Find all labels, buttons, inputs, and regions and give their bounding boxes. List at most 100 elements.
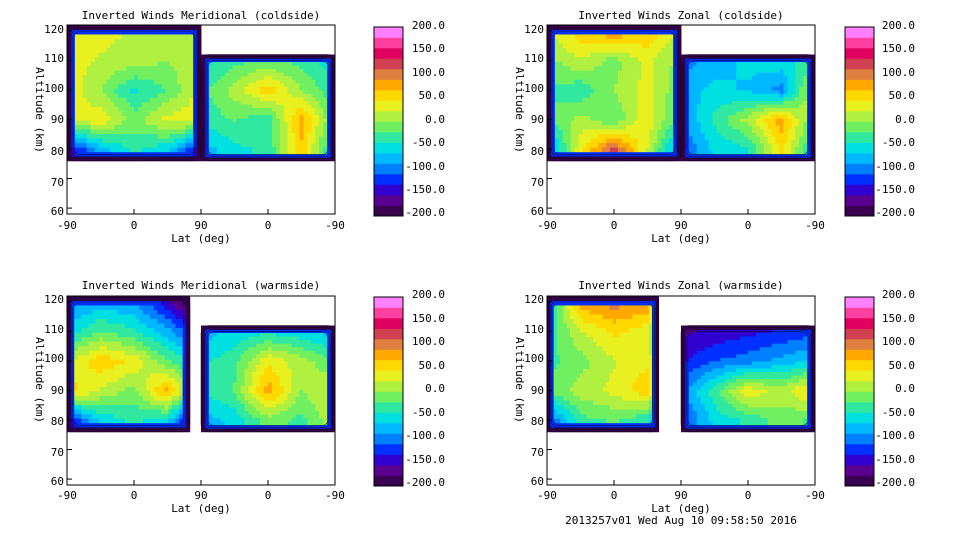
contour-cell <box>602 79 607 85</box>
contour-cell <box>157 391 162 397</box>
contour-cell <box>149 34 155 39</box>
contour-cell <box>759 139 765 144</box>
contour-cell <box>102 83 107 89</box>
contour-cell <box>86 92 92 98</box>
contour-cell <box>649 124 654 130</box>
contour-cell <box>208 68 214 73</box>
contour-cell <box>614 74 619 80</box>
contour-cell <box>77 350 82 356</box>
contour-cell <box>295 107 300 112</box>
contour-cell <box>232 58 237 63</box>
contour-cell <box>212 111 218 116</box>
contour-cell <box>92 372 97 378</box>
contour-cell <box>307 107 312 112</box>
contour-cell <box>771 97 776 101</box>
contour-cell <box>177 70 182 76</box>
contour-cell <box>141 29 147 35</box>
contour-cell <box>574 38 579 44</box>
contour-cell <box>633 65 639 71</box>
contour-cell <box>645 74 650 80</box>
contour-cell <box>90 111 95 116</box>
contour-cell <box>688 150 694 155</box>
contour-cell <box>118 129 123 135</box>
contour-cell <box>153 386 158 392</box>
contour-cell <box>633 52 639 58</box>
contour-cell <box>145 79 151 85</box>
contour-cell <box>692 107 698 112</box>
contour-cell <box>252 132 257 137</box>
contour-cell <box>70 323 75 329</box>
contour-cell <box>795 153 800 158</box>
contour-cell <box>85 309 90 315</box>
contour-cell <box>566 25 572 30</box>
contour-cell <box>669 47 674 53</box>
contour-cell <box>767 114 773 119</box>
contour-cell <box>602 115 607 121</box>
contour-cell <box>146 409 151 415</box>
contour-cell <box>260 93 265 98</box>
contour-cell <box>649 88 654 94</box>
contour-cell <box>677 156 682 162</box>
contour-cell <box>67 422 72 428</box>
contour-cell <box>220 72 226 77</box>
contour-cell <box>787 111 792 116</box>
contour-cell <box>629 43 635 49</box>
contour-cell <box>85 354 90 360</box>
contour-cell <box>82 124 88 130</box>
contour-cell <box>181 142 186 148</box>
contour-cell <box>228 58 233 63</box>
contour-cell <box>621 111 627 116</box>
contour-cell <box>117 413 122 419</box>
contour-cell <box>132 404 137 410</box>
contour-cell <box>256 100 261 105</box>
contour-cell <box>594 38 599 44</box>
contour-cell <box>763 111 769 116</box>
contour-cell <box>185 79 190 85</box>
contour-cell <box>244 65 249 70</box>
contour-cell <box>291 132 296 137</box>
colorbar-tick-label: -150.0 <box>875 183 915 196</box>
contour-cell <box>74 88 80 94</box>
contour-cell <box>295 89 300 94</box>
contour-cell <box>102 29 107 35</box>
contour-cell <box>128 332 133 338</box>
contour-cell <box>327 146 332 151</box>
contour-cell <box>629 56 635 62</box>
contour-cell <box>617 92 623 98</box>
contour-cell <box>149 115 155 121</box>
contour-cell <box>135 296 140 301</box>
contour-cell <box>82 120 88 126</box>
contour-cell <box>755 104 761 109</box>
contour-cell <box>767 150 773 155</box>
colorbar-tick-label: -50.0 <box>412 136 445 149</box>
contour-cell <box>248 150 253 155</box>
contour-cell <box>732 65 737 70</box>
contour-cell <box>763 132 769 137</box>
contour-cell <box>232 157 237 162</box>
contour-cell <box>142 336 147 342</box>
contour-cell <box>665 151 670 157</box>
contour-cell <box>279 143 285 148</box>
contour-cell <box>791 153 796 158</box>
contour-cell <box>126 115 131 121</box>
contour-cell <box>228 125 233 130</box>
contour-cell <box>208 150 214 155</box>
contour-cell <box>728 58 733 63</box>
contour-cell <box>807 150 812 155</box>
contour-cell <box>271 114 277 119</box>
contour-cell <box>614 120 619 126</box>
contour-cell <box>145 43 151 49</box>
contour-cell <box>137 97 143 103</box>
contour-cell <box>78 111 84 116</box>
contour-cell <box>240 139 245 144</box>
contour-cell <box>77 418 82 424</box>
contour-cell <box>586 56 591 62</box>
contour-cell <box>728 75 733 80</box>
contour-cell <box>142 300 147 306</box>
contour-cell <box>319 107 324 112</box>
contour-cell <box>228 136 233 140</box>
contour-cell <box>633 106 639 112</box>
contour-cell <box>621 120 627 126</box>
colorbar-swatch <box>845 90 874 101</box>
contour-cell <box>149 38 155 44</box>
